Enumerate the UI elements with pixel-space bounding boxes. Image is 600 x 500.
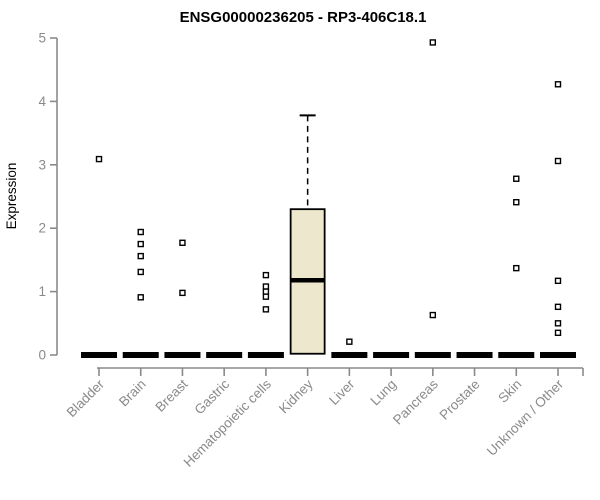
outlier-point (554, 329, 562, 337)
outlier-point (429, 311, 437, 319)
outlier-point (554, 277, 562, 285)
boxplot-zero-bar (456, 352, 493, 358)
x-tick-label: Gastric (191, 376, 232, 417)
outlier-point (137, 268, 144, 276)
outlier-point (137, 240, 144, 248)
boxplot-zero-bar (414, 352, 451, 358)
outlier-point (513, 175, 520, 182)
outlier-point (262, 288, 270, 295)
boxplot-zero-bar (331, 352, 368, 358)
x-tick-label: Skin (495, 377, 524, 406)
y-tick-label: 0 (38, 348, 46, 363)
outlier-point (554, 81, 562, 88)
boxplot-zero-bar (540, 352, 576, 358)
boxplot-zero-bar (206, 352, 243, 358)
outlier-point (513, 199, 520, 206)
y-axis-title: Expression (4, 163, 19, 230)
outlier-point (429, 39, 437, 46)
outlier-point (179, 239, 186, 246)
x-tick-label: Prostate (437, 377, 483, 423)
boxplot-zero-bar (247, 352, 284, 358)
outlier-point (137, 294, 144, 301)
boxplot-zero-bar (498, 352, 535, 358)
y-tick-label: 3 (38, 157, 46, 172)
x-tick-label: Liver (326, 376, 358, 408)
chart-title: ENSG00000236205 - RP3-406C18.1 (180, 9, 427, 26)
x-tick-label: Bladder (64, 376, 108, 420)
outlier-point (262, 283, 270, 290)
y-tick-label: 4 (38, 94, 46, 109)
x-tick-label: Pancreas (390, 376, 441, 427)
outlier-point (554, 157, 562, 165)
outlier-point (346, 338, 353, 345)
y-tick-label: 5 (38, 31, 46, 46)
boxplot-zero-bar (164, 352, 201, 358)
x-tick-label: Unknown / Other (484, 376, 567, 459)
x-tick-label: Breast (152, 376, 190, 414)
x-tick-label: Lung (367, 377, 399, 409)
y-tick-label: 1 (38, 284, 46, 299)
boxplot-zero-bar (81, 352, 117, 358)
outlier-point (554, 303, 562, 311)
outlier-point (262, 271, 270, 279)
outlier-point (262, 293, 270, 300)
outlier-point (137, 252, 144, 260)
outlier-point (262, 306, 270, 313)
y-tick-label: 2 (38, 221, 46, 236)
boxplot-zero-bar (122, 352, 159, 358)
boxplot-zero-bar (373, 352, 410, 358)
x-tick-label: Kidney (276, 376, 316, 416)
outlier-point (95, 155, 103, 163)
x-tick-label: Brain (116, 377, 149, 410)
outlier-point (513, 264, 520, 272)
outlier-point (179, 289, 186, 297)
outlier-point (554, 320, 562, 327)
outlier-point (137, 228, 144, 236)
